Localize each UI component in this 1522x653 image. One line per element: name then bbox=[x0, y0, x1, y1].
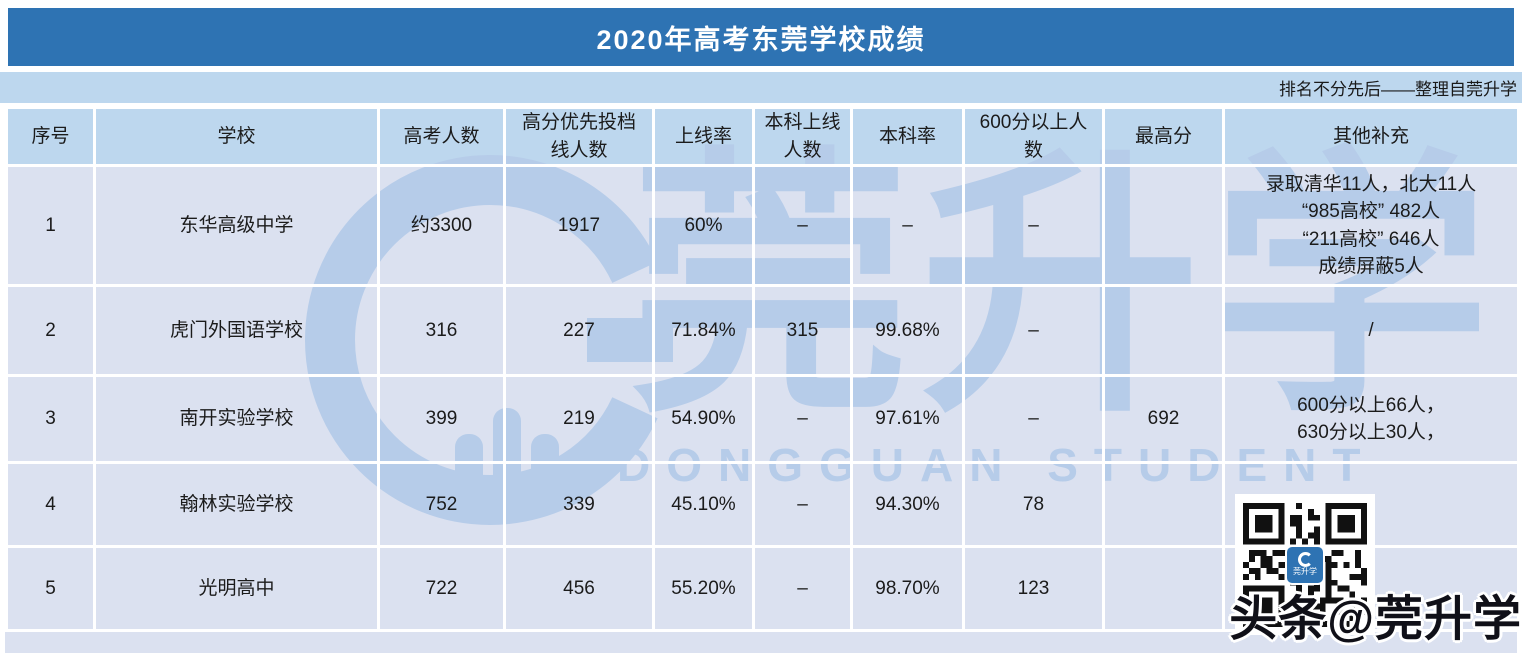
cell-top-score bbox=[1102, 284, 1225, 378]
col-600plus-count: 600分以上人 数 bbox=[962, 105, 1105, 168]
cell-top-score bbox=[1102, 164, 1225, 288]
cell-school: 南开实验学校 bbox=[93, 374, 380, 465]
page-title: 2020年高考东莞学校成绩 bbox=[596, 24, 926, 55]
table-row: 1 东华高级中学 约3300 1917 60% – – – 录取清华11人，北大… bbox=[5, 164, 1520, 288]
cell-600plus-count: 123 bbox=[962, 545, 1105, 633]
cell-school: 光明高中 bbox=[93, 545, 380, 633]
cell-notes: 600分以上66人， 630分以上30人， bbox=[1222, 374, 1520, 465]
cell-index: 3 bbox=[5, 374, 96, 465]
cell-index: 1 bbox=[5, 164, 96, 288]
cell-undergrad-count: – bbox=[752, 374, 853, 465]
cell-undergrad-rate: 97.61% bbox=[850, 374, 965, 465]
cell-undergrad-count: – bbox=[752, 545, 853, 633]
cell-online-rate: 45.10% bbox=[652, 461, 755, 549]
cell-priority-line-count: 1917 bbox=[503, 164, 655, 288]
cell-undergrad-rate: 98.70% bbox=[850, 545, 965, 633]
cell-600plus-count: – bbox=[962, 374, 1105, 465]
brand-g-icon bbox=[1297, 552, 1313, 567]
cell-undergrad-rate: 99.68% bbox=[850, 284, 965, 378]
qr-logo-label: 莞升学 bbox=[1293, 567, 1317, 576]
cell-notes: 录取清华11人，北大11人 “985高校” 482人 “211高校” 646人 … bbox=[1222, 164, 1520, 288]
col-school: 学校 bbox=[93, 105, 380, 168]
cell-notes: / bbox=[1222, 284, 1520, 378]
cell-examinees: 722 bbox=[377, 545, 506, 633]
byline-badge: 头条@莞升学 bbox=[1229, 593, 1522, 646]
cell-school: 东华高级中学 bbox=[93, 164, 380, 288]
cell-index: 5 bbox=[5, 545, 96, 633]
cell-priority-line-count: 219 bbox=[503, 374, 655, 465]
source-note: 排名不分先后——整理自莞升学 bbox=[1279, 80, 1517, 99]
title-bar: 2020年高考东莞学校成绩 bbox=[8, 8, 1514, 66]
cell-600plus-count: – bbox=[962, 164, 1105, 288]
qr-center-logo: 莞升学 bbox=[1285, 544, 1325, 585]
cell-online-rate: 71.84% bbox=[652, 284, 755, 378]
table-row: 3 南开实验学校 399 219 54.90% – 97.61% – 692 6… bbox=[5, 374, 1520, 465]
cell-index: 4 bbox=[5, 461, 96, 549]
header-row: 序号 学校 高考人数 高分优先投档 线人数 上线率 本科上线 人数 本科率 60… bbox=[5, 105, 1520, 168]
cell-online-rate: 60% bbox=[652, 164, 755, 288]
cell-examinees: 316 bbox=[377, 284, 506, 378]
cell-undergrad-count: 315 bbox=[752, 284, 853, 378]
cell-600plus-count: – bbox=[962, 284, 1105, 378]
col-notes: 其他补充 bbox=[1222, 105, 1520, 168]
cell-top-score bbox=[1102, 545, 1225, 633]
cell-examinees: 399 bbox=[377, 374, 506, 465]
col-examinees: 高考人数 bbox=[377, 105, 506, 168]
cell-online-rate: 54.90% bbox=[652, 374, 755, 465]
cell-school: 虎门外国语学校 bbox=[93, 284, 380, 378]
cell-undergrad-count: – bbox=[752, 461, 853, 549]
cell-600plus-count: 78 bbox=[962, 461, 1105, 549]
cell-school: 翰林实验学校 bbox=[93, 461, 380, 549]
col-undergrad-count: 本科上线 人数 bbox=[752, 105, 853, 168]
cell-index: 2 bbox=[5, 284, 96, 378]
cell-examinees: 752 bbox=[377, 461, 506, 549]
subheader-bar: 排名不分先后——整理自莞升学 bbox=[0, 72, 1522, 103]
col-index: 序号 bbox=[5, 105, 96, 168]
table-row: 2 虎门外国语学校 316 227 71.84% 315 99.68% – / bbox=[5, 284, 1520, 378]
cell-undergrad-count: – bbox=[752, 164, 853, 288]
qr-code: 莞升学 bbox=[1235, 494, 1375, 635]
col-top-score: 最高分 bbox=[1102, 105, 1225, 168]
cell-examinees: 约3300 bbox=[377, 164, 506, 288]
col-priority-line-count: 高分优先投档 线人数 bbox=[503, 105, 655, 168]
cell-priority-line-count: 339 bbox=[503, 461, 655, 549]
cell-top-score bbox=[1102, 461, 1225, 549]
col-undergrad-rate: 本科率 bbox=[850, 105, 965, 168]
cell-online-rate: 55.20% bbox=[652, 545, 755, 633]
cell-priority-line-count: 227 bbox=[503, 284, 655, 378]
cell-top-score: 692 bbox=[1102, 374, 1225, 465]
cell-priority-line-count: 456 bbox=[503, 545, 655, 633]
cell-undergrad-rate: – bbox=[850, 164, 965, 288]
col-online-rate: 上线率 bbox=[652, 105, 755, 168]
cell-undergrad-rate: 94.30% bbox=[850, 461, 965, 549]
